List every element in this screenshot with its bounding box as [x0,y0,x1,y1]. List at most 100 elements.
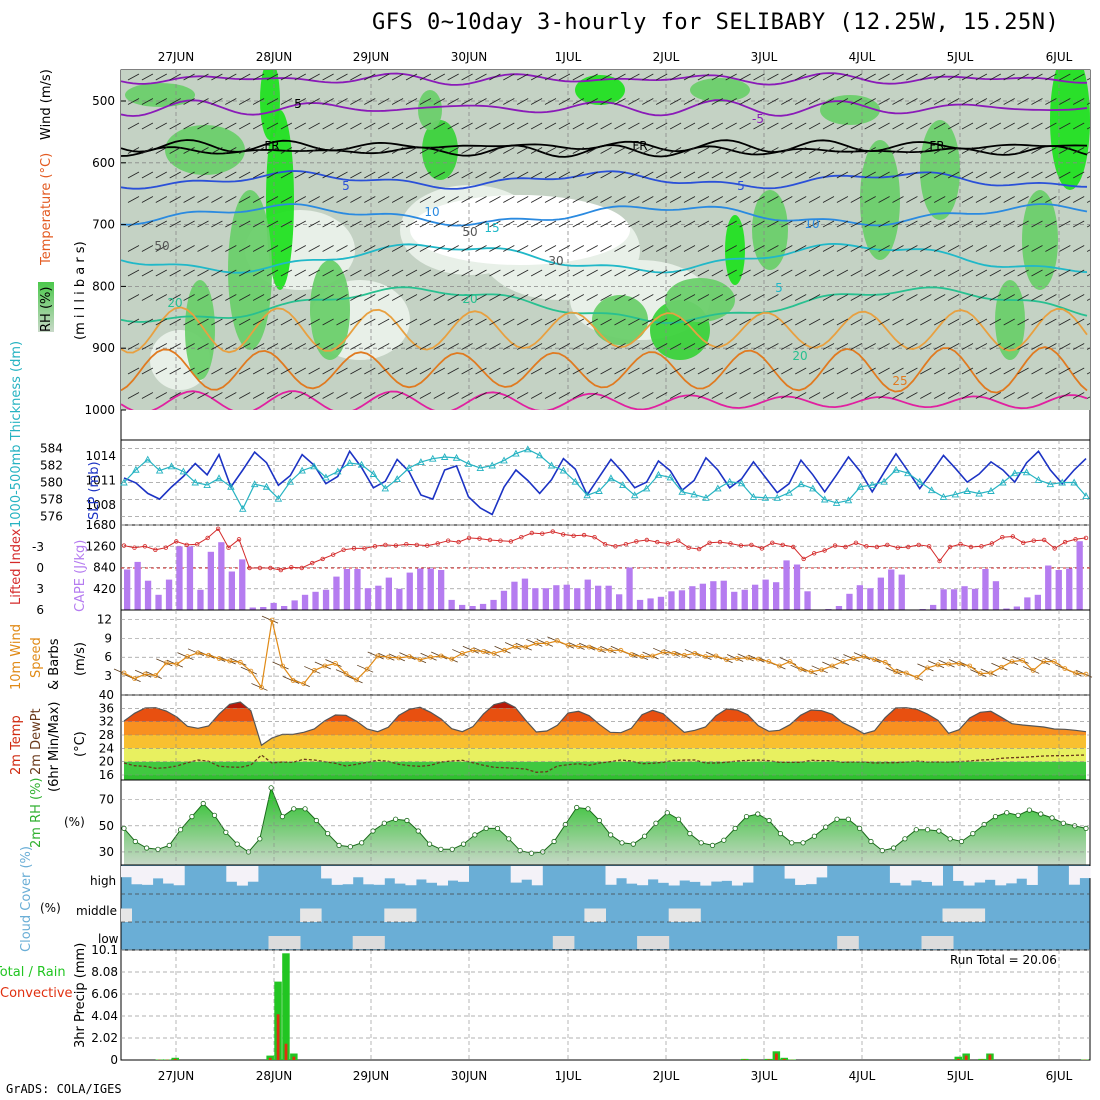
contour-label: 25 [892,374,907,388]
wind-barb [934,122,946,130]
wind-barb [850,171,862,179]
cloud-gap [963,866,975,886]
wind-barb [252,122,265,130]
wind-barb [961,147,974,154]
wind-barb [1073,269,1085,277]
cape-bar [689,586,696,610]
wind-speed-point [428,654,433,660]
wind-barb [1059,294,1071,301]
wind-barb [864,392,876,399]
wind-barb [141,392,154,399]
wind-barb [461,171,473,179]
wind-barb [447,367,459,375]
wind-barb [892,269,904,277]
wind-barb [225,318,237,326]
wind-barb [572,98,584,105]
wind-barb [350,367,362,375]
wind-barb [1045,147,1057,154]
wind-barb [308,98,320,105]
legend-total-rain: Total / Rain [0,965,66,980]
thickness-point [476,464,485,471]
wind-barb [683,294,696,301]
wind-barb [1045,294,1057,301]
li-point [1052,546,1057,551]
wind-barb [336,98,348,105]
cloud-gap [331,866,343,885]
wind-barb [878,122,890,130]
li-point [330,552,336,557]
wind-barb [155,73,167,81]
wind-barb [155,367,167,375]
wind-barb [656,294,668,301]
wind-barb [725,245,737,252]
wind-speed-point [417,657,423,663]
wind-speed-point [142,671,148,677]
wind-barb [308,220,320,228]
thickness-point [702,493,710,501]
wind-barb [503,318,515,326]
wind-barb [822,220,835,228]
wind-barb [322,294,334,301]
cape-bar [239,559,246,610]
wind-barb [836,392,849,399]
cloud-gap [426,866,438,883]
convective-bar [988,1054,992,1060]
wind-barb [1059,343,1071,350]
wind-barb [169,196,181,203]
wind-barb [1045,392,1057,399]
wind-barb [767,294,779,301]
wind-barb [364,122,376,130]
wind-barb [239,392,251,399]
wind-speed-point [903,670,909,676]
wind-barb [572,73,584,81]
wind-barb [447,73,459,81]
wind-barb [322,318,334,326]
thickness-point [345,459,354,466]
wind-barb [781,73,793,81]
li-tick: 0 [36,561,44,575]
wind-barb [739,343,751,350]
thickness-point [429,454,437,462]
wind-barb [391,73,404,81]
wind-barb [447,171,459,179]
wind-barb [836,367,849,375]
wind-barb [127,98,140,105]
thickness-point [440,453,449,460]
contour-label: FR [929,139,944,153]
cape-bar [584,579,591,610]
wind-barb [1086,322,1090,326]
wind-barb [1031,171,1043,179]
convective-bar [775,1053,778,1060]
wind-barb [391,171,404,179]
wind-barb [906,245,918,252]
wind-barb [197,294,209,301]
wind-barb [586,147,598,154]
wind-barb [239,220,251,228]
wind-barb [294,269,306,277]
wind-speed-point [132,676,137,681]
wind-barb [364,392,376,399]
cloud-gap [889,866,901,883]
wind-barb [433,392,445,399]
rh-point [1083,825,1089,832]
rh-point [426,841,433,847]
wind-barb [1003,220,1015,228]
cloud-gap [910,866,922,881]
wind-barb [378,122,390,130]
wind-barb [447,122,459,130]
wind-barb [975,220,988,228]
wind-barb [822,73,835,81]
date-label-top: 29JUN [353,50,390,64]
wind-barb [1031,98,1043,105]
wind-barb [141,367,154,375]
wind-barb [628,294,640,301]
wind-barb [308,318,320,326]
wind-barb [1086,347,1090,350]
cloud-gap [447,866,459,881]
cloud-gap [932,936,943,949]
temp-band [124,735,1086,749]
wind-barb [378,343,390,350]
